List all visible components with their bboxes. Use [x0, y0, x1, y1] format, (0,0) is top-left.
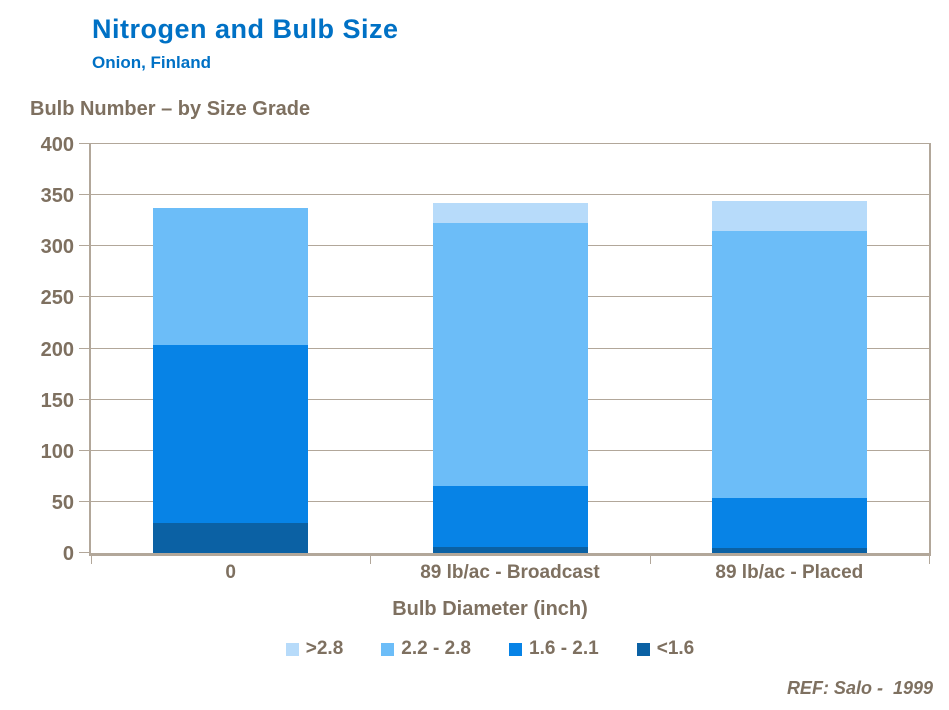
reference-note: REF: Salo - 1999: [786, 678, 933, 698]
y-tick-label-200: 200: [40, 338, 74, 361]
bar-segment: [432, 222, 588, 486]
y-tick-label-0: 0: [62, 543, 74, 565]
y-tick-mark: [79, 296, 89, 298]
plot-area: [79, 143, 931, 564]
y-tick-label-300: 300: [40, 236, 74, 259]
y-tick-mark: [79, 143, 89, 144]
y-tick-mark: [79, 552, 89, 553]
y-tick-label-100: 100: [40, 440, 74, 463]
y-tick-mark: [79, 500, 89, 502]
stacked-bar-3: [711, 144, 867, 553]
stacked-bar-2: [432, 144, 588, 553]
x-tick-mark: [649, 556, 651, 564]
bar-segment: [153, 345, 309, 524]
x-tick-mark: [370, 556, 372, 564]
legend-label: >2.8: [305, 638, 344, 659]
x-axis-tick-labels: 0 89 lb/ac - Broadcast 89 lb/ac - Placed: [91, 562, 929, 586]
chart-legend: >2.8 2.2 - 2.8 1.6 - 2.1 <1.6: [30, 638, 949, 660]
y-tick-label-350: 350: [40, 185, 74, 208]
page-title: Nitrogen and Bulb Size: [92, 14, 399, 44]
bar-segment: [711, 497, 867, 548]
gridline-y-350: [91, 194, 929, 196]
legend-item: 2.2 - 2.8: [381, 638, 471, 660]
bar-segment: [711, 230, 867, 498]
chart-title: Bulb Number – by Size Grade: [30, 98, 311, 120]
legend-marker-icon: [285, 642, 299, 656]
bar-segment: [711, 547, 867, 553]
bar-segment: [432, 546, 588, 553]
x-tick-mark: [929, 556, 930, 564]
legend-marker-icon: [509, 642, 522, 656]
bar-segment: [432, 203, 588, 223]
legend-marker-icon: [381, 642, 395, 656]
legend-marker-icon: [636, 642, 650, 656]
legend-item: <1.6: [636, 638, 695, 660]
y-tick-mark: [79, 347, 89, 349]
y-axis-tick-labels: 0 50 100 150 200 250 300 350 400: [0, 135, 74, 564]
y-tick-label-50: 50: [51, 491, 74, 514]
legend-label: 2.2 - 2.8: [401, 638, 471, 659]
x-tick-mark: [91, 556, 92, 564]
x-axis-title: Bulb Diameter (inch): [392, 598, 588, 620]
bar-segment: [432, 485, 588, 547]
x-tick-label-2: 89 lb/ac - Broadcast: [420, 562, 600, 583]
y-tick-label-250: 250: [40, 287, 74, 310]
bar-segment: [711, 201, 867, 231]
y-tick-mark: [79, 449, 89, 451]
y-tick-label-150: 150: [40, 389, 74, 412]
y-tick-label-400: 400: [40, 134, 74, 156]
y-tick-mark: [79, 194, 89, 196]
bar-segment: [153, 523, 309, 553]
y-tick-mark: [79, 398, 89, 400]
stacked-bar-1: [153, 144, 309, 553]
bar-segment: [153, 208, 309, 346]
y-tick-mark: [79, 245, 89, 247]
legend-label: <1.6: [656, 638, 695, 659]
legend-label: 1.6 - 2.1: [529, 638, 599, 659]
legend-item: 1.6 - 2.1: [509, 638, 599, 660]
x-tick-label-3: 89 lb/ac - Placed: [715, 562, 864, 583]
x-tick-label-1: 0: [225, 562, 236, 583]
page-subtitle: Onion, Finland: [92, 53, 211, 72]
legend-item: >2.8: [285, 638, 344, 660]
